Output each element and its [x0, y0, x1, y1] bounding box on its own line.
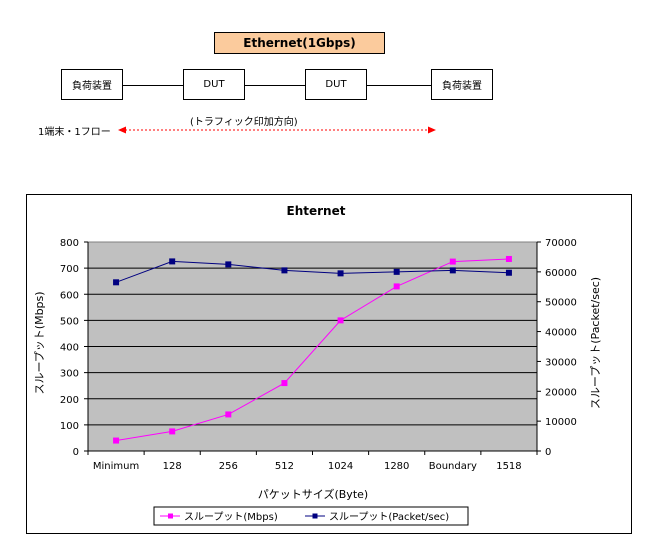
y-tick-label: 200	[60, 395, 79, 406]
series-2-point	[505, 269, 512, 276]
y2-tick-label: 60000	[545, 268, 577, 279]
series-1-point	[169, 428, 176, 435]
y2-tick-label: 40000	[545, 328, 577, 339]
chart-title: Ehternet	[287, 204, 346, 218]
y-tick-label: 400	[60, 343, 79, 354]
y-tick-label: 700	[60, 264, 79, 275]
load-device-left: 負荷装置	[61, 69, 123, 100]
series-2-point	[281, 267, 288, 274]
x-axis-title: パケットサイズ(Byte)	[258, 487, 368, 501]
series-2-point	[169, 258, 176, 265]
x-tick-label: Boundary	[429, 461, 477, 472]
traffic-direction-arrow	[118, 126, 436, 134]
y-tick-label: 800	[60, 238, 79, 249]
x-tick-label: 1518	[496, 461, 521, 472]
x-tick-label: 512	[275, 461, 294, 472]
y2-tick-label: 10000	[545, 417, 577, 428]
series-1-line	[115, 258, 509, 442]
link-line-3	[366, 85, 432, 86]
x-tick-label: 1280	[384, 461, 409, 472]
series-2-line	[115, 260, 509, 283]
y2-tick-label: 70000	[545, 238, 577, 249]
y2-axis-title: スループット(Packet/sec)	[589, 277, 602, 409]
legend-series-2-marker	[312, 513, 318, 519]
y2-tick-label: 20000	[545, 387, 577, 398]
y2-tick-label: 30000	[545, 357, 577, 368]
load-device-right: 負荷装置	[431, 69, 493, 100]
legend-series-1-label: スループット(Mbps)	[184, 511, 278, 523]
series-1-point	[225, 411, 232, 418]
dut-box-2: DUT	[305, 69, 367, 100]
x-tick-label: 128	[163, 461, 182, 472]
y-tick-label: 600	[60, 290, 79, 301]
series-1-point	[337, 317, 344, 324]
link-line-2	[245, 85, 305, 86]
flow-label: 1端末・1フロー	[38, 127, 111, 138]
node-label: DUT	[325, 79, 347, 90]
x-tick-label: 256	[219, 461, 238, 472]
diagram-title: Ethernet(1Gbps)	[243, 36, 356, 50]
series-2-point	[449, 267, 456, 274]
node-label: 負荷装置	[442, 81, 482, 92]
chart-area: Ehternet 0 100 200 300 400 500 600 700 800 0 10000…	[26, 194, 632, 534]
legend-series-2-label: スループット(Packet/sec)	[329, 511, 449, 523]
link-line-1	[122, 85, 184, 86]
y-tick-label: 300	[60, 369, 79, 380]
legend-series-1-marker	[168, 513, 173, 519]
y2-tick-label: 0	[545, 447, 551, 458]
x-tick-label: 1024	[328, 461, 353, 472]
throughput-chart: Ehternet 0 100 200 300 400 500 600 700 800 0 10000…	[33, 204, 602, 526]
y-tick-label: 100	[60, 421, 79, 432]
y2-tick-label: 50000	[545, 298, 577, 309]
series-2-point	[225, 261, 232, 268]
dut-box-1: DUT	[183, 69, 245, 100]
series-2-point	[113, 279, 120, 286]
node-label: DUT	[203, 79, 225, 90]
series-2-point	[393, 268, 400, 275]
node-label: 負荷装置	[72, 81, 112, 92]
series-1-point	[393, 283, 400, 290]
y-tick-label: 0	[73, 447, 79, 458]
series-1-point	[281, 380, 288, 387]
legend: スループット(Mbps) スループット(Packet/sec)	[153, 506, 469, 526]
series-1-point	[505, 255, 512, 262]
diagram-title-box: Ethernet(1Gbps)	[214, 32, 385, 54]
series-1-point	[449, 258, 456, 265]
series-1-point	[113, 437, 120, 444]
y-tick-label: 500	[60, 316, 79, 327]
series-2-point	[337, 270, 344, 277]
x-tick-label: Minimum	[93, 461, 139, 472]
direction-label: (トラフィック印加方向)	[190, 117, 298, 128]
y-axis-title: スループット(Mbps)	[33, 291, 46, 394]
